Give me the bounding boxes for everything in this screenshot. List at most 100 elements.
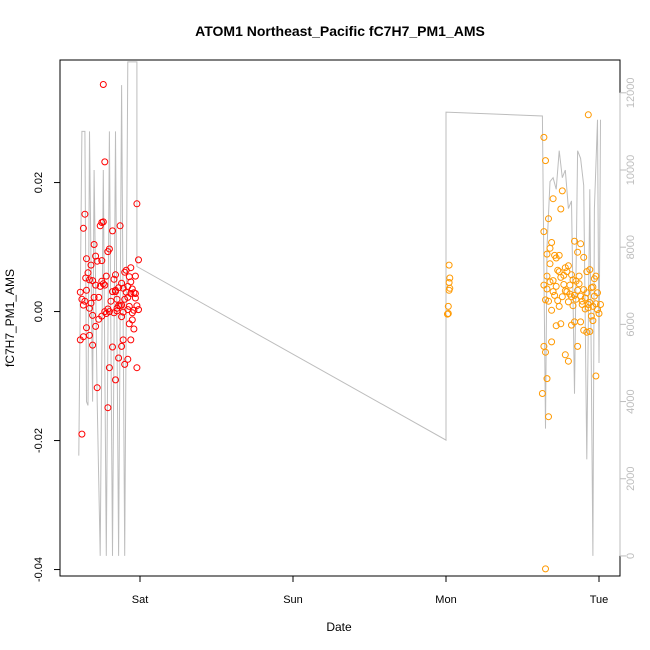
y-tick-label-1: -0.02 <box>33 428 45 453</box>
data-point-red-8 <box>81 210 89 218</box>
data-point-red-65 <box>87 299 95 307</box>
data-point-orange-51 <box>542 565 549 573</box>
data-point-red-40 <box>127 336 135 344</box>
data-point-red-105 <box>127 290 135 297</box>
data-point-red-79 <box>113 295 121 303</box>
y2-axis: 0 2000 4000 6000 8000 10000 12000 <box>619 78 637 559</box>
data-point-red-35 <box>112 376 119 384</box>
data-point-orange-92 <box>555 268 563 276</box>
data-point-red-12 <box>102 272 110 280</box>
data-point-red-60 <box>79 301 87 309</box>
data-point-red-92 <box>133 302 141 310</box>
data-point-red-51 <box>116 222 124 230</box>
data-point-red-63 <box>84 269 92 277</box>
data-point-red-39 <box>124 355 132 363</box>
data-point-orange-38 <box>552 322 560 330</box>
data-point-orange-97 <box>587 312 595 320</box>
data-point-red-33 <box>105 364 113 372</box>
data-point-orange-55 <box>545 297 552 305</box>
data-point-red-69 <box>93 257 101 265</box>
data-point-orange-50 <box>592 372 600 380</box>
data-point-orange-100 <box>549 277 557 285</box>
data-point-orange-37 <box>548 338 556 346</box>
data-point-orange-34 <box>542 348 549 356</box>
data-point-orange-48 <box>586 328 594 335</box>
data-point-orange-101 <box>554 266 562 274</box>
data-point-orange-1 <box>446 274 454 282</box>
y2-tick-label-5: 10000 <box>625 155 637 186</box>
data-point-orange-107 <box>594 289 601 297</box>
data-point-orange-69 <box>566 281 574 289</box>
data-point-orange-45 <box>577 318 585 326</box>
data-point-orange-4 <box>444 310 451 318</box>
data-point-red-37 <box>118 342 126 350</box>
data-point-red-72 <box>98 277 106 285</box>
data-point-orange-26 <box>580 253 588 261</box>
data-point-orange-103 <box>566 290 574 298</box>
data-point-red-94 <box>99 81 107 88</box>
data-point-orange-0 <box>445 261 453 269</box>
data-point-red-15 <box>112 271 119 279</box>
data-point-orange-87 <box>594 306 601 314</box>
data-point-red-99 <box>125 320 133 328</box>
data-point-orange-60 <box>552 282 560 290</box>
data-point-red-93 <box>135 306 142 314</box>
y-tick-label-2: 0.00 <box>33 301 45 322</box>
data-point-orange-106 <box>584 301 592 308</box>
data-point-orange-62 <box>555 302 563 310</box>
data-point-red-100 <box>128 309 136 317</box>
x-tick-label-2: Mon <box>435 594 456 606</box>
data-point-red-32 <box>104 404 112 412</box>
data-point-red-36 <box>115 354 123 362</box>
data-point-orange-12 <box>545 215 552 223</box>
data-point-orange-35 <box>543 375 551 383</box>
data-point-red-62 <box>83 286 90 294</box>
data-point-red-91 <box>131 294 139 302</box>
data-point-orange-36 <box>545 413 552 421</box>
data-point-orange-105 <box>578 297 586 305</box>
data-point-red-2 <box>86 276 93 284</box>
data-point-red-4 <box>93 384 101 392</box>
y-tick-label-0: -0.04 <box>33 557 45 582</box>
data-point-orange-47 <box>583 328 591 336</box>
data-point-orange-99 <box>543 272 551 280</box>
data-point-red-22 <box>133 200 141 208</box>
data-point-red-95 <box>79 224 87 232</box>
data-point-orange-25 <box>577 240 585 248</box>
data-point-orange-17 <box>555 251 563 259</box>
y-tick-label-3: 0.02 <box>33 172 45 193</box>
y2-tick-label-4: 8000 <box>625 235 637 259</box>
data-point-red-26 <box>86 331 93 339</box>
chart-title: ATOM1 Northeast_Pacific fC7H7_PM1_AMS <box>195 23 485 39</box>
data-point-red-96 <box>104 248 112 256</box>
data-point-orange-49 <box>589 317 597 325</box>
data-point-red-97 <box>113 307 121 315</box>
data-point-red-28 <box>92 322 100 330</box>
data-point-orange-14 <box>548 239 556 246</box>
data-point-red-87 <box>125 302 133 310</box>
data-point-orange-59 <box>551 291 559 299</box>
data-point-red-104 <box>124 282 132 290</box>
x-axis-label: Date <box>326 620 352 634</box>
plot-frame <box>59 59 621 577</box>
data-point-red-46 <box>96 222 104 230</box>
altitude-line <box>78 61 601 556</box>
x-axis: Sat Sun Mon Tue <box>132 575 608 606</box>
data-point-orange-102 <box>560 271 568 279</box>
data-point-red-38 <box>121 360 129 368</box>
points-layer <box>76 81 604 573</box>
data-point-red-98 <box>119 336 127 344</box>
data-point-red-44 <box>87 261 95 269</box>
data-point-orange-104 <box>572 295 580 303</box>
data-point-red-84 <box>121 295 129 303</box>
data-point-orange-5 <box>444 310 452 317</box>
data-point-orange-3 <box>444 302 452 310</box>
data-point-orange-56 <box>546 278 554 286</box>
data-point-orange-64 <box>558 293 566 301</box>
data-point-orange-68 <box>564 298 572 306</box>
data-point-red-75 <box>107 297 115 305</box>
data-point-red-41 <box>130 325 138 333</box>
data-point-red-67 <box>90 293 98 301</box>
y-axis-label: fC7H7_PM1_AMS <box>3 269 17 367</box>
data-point-red-77 <box>110 275 118 283</box>
